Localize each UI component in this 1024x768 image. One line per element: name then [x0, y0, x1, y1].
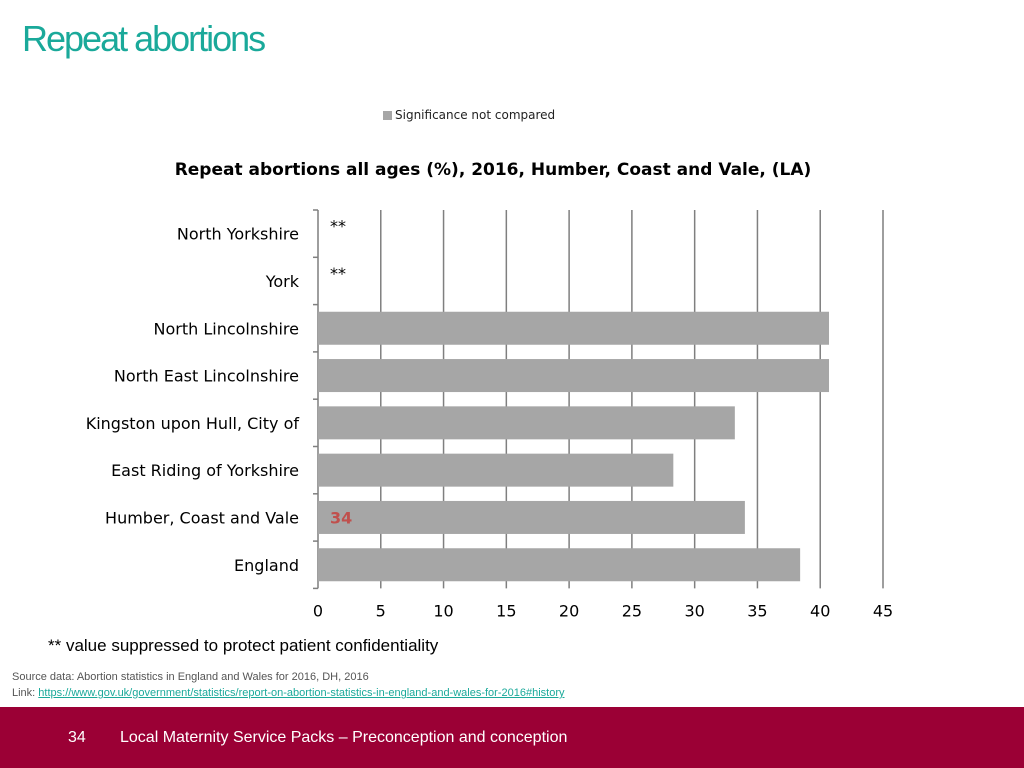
category-label: Humber, Coast and Vale [105, 508, 299, 527]
footer-title: Local Maternity Service Packs – Preconce… [120, 729, 568, 746]
x-tick-label: 0 [313, 601, 323, 620]
x-tick-label: 15 [496, 601, 516, 620]
bar [318, 548, 801, 582]
x-tick-label: 40 [810, 601, 830, 620]
x-tick-label: 45 [873, 601, 893, 620]
footer-bar: 34 Local Maternity Service Packs – Preco… [0, 707, 1024, 768]
category-label: Kingston upon Hull, City of [86, 414, 300, 433]
bar [318, 311, 830, 345]
bar [318, 359, 830, 393]
legend-swatch-icon [383, 110, 392, 120]
x-tick-label: 30 [684, 601, 704, 620]
source-link-line: Link: https://www.gov.uk/government/stat… [12, 685, 565, 701]
link-label: Link: [12, 687, 39, 699]
category-label: East Riding of Yorkshire [111, 461, 299, 480]
suppression-footnote: ** value suppressed to protect patient c… [48, 636, 439, 655]
bar-chart: North Yorkshire ** York ** North Lincolnshir… [86, 209, 893, 620]
bar [318, 500, 745, 534]
x-tick-label: 35 [747, 601, 767, 620]
x-tick-label: 5 [376, 601, 386, 620]
page-number: 34 [68, 729, 86, 746]
x-tick-label: 25 [622, 601, 642, 620]
x-tick-label: 20 [559, 601, 579, 620]
source-note: Source data: Abortion statistics in Engl… [12, 669, 565, 701]
data-label: 34 [330, 508, 352, 527]
source-link[interactable]: https://www.gov.uk/government/statistics… [38, 687, 565, 699]
category-label: York [265, 272, 300, 291]
bar [318, 453, 674, 487]
source-line: Source data: Abortion statistics in Engl… [12, 671, 369, 683]
bar [318, 406, 735, 440]
data-label: ** [330, 264, 346, 283]
category-label: North East Lincolnshire [114, 367, 299, 386]
chart-legend: Significance not compared [383, 106, 555, 124]
x-tick-label: 10 [433, 601, 453, 620]
category-label: North Yorkshire [177, 225, 299, 244]
category-label: England [234, 556, 299, 575]
legend-label: Significance not compared [395, 108, 556, 122]
data-label: ** [330, 217, 346, 236]
page-title: Repeat abortions [22, 18, 266, 59]
chart-title: Repeat abortions all ages (%), 2016, Hum… [174, 160, 812, 180]
category-label: North Lincolnshire [154, 319, 300, 338]
